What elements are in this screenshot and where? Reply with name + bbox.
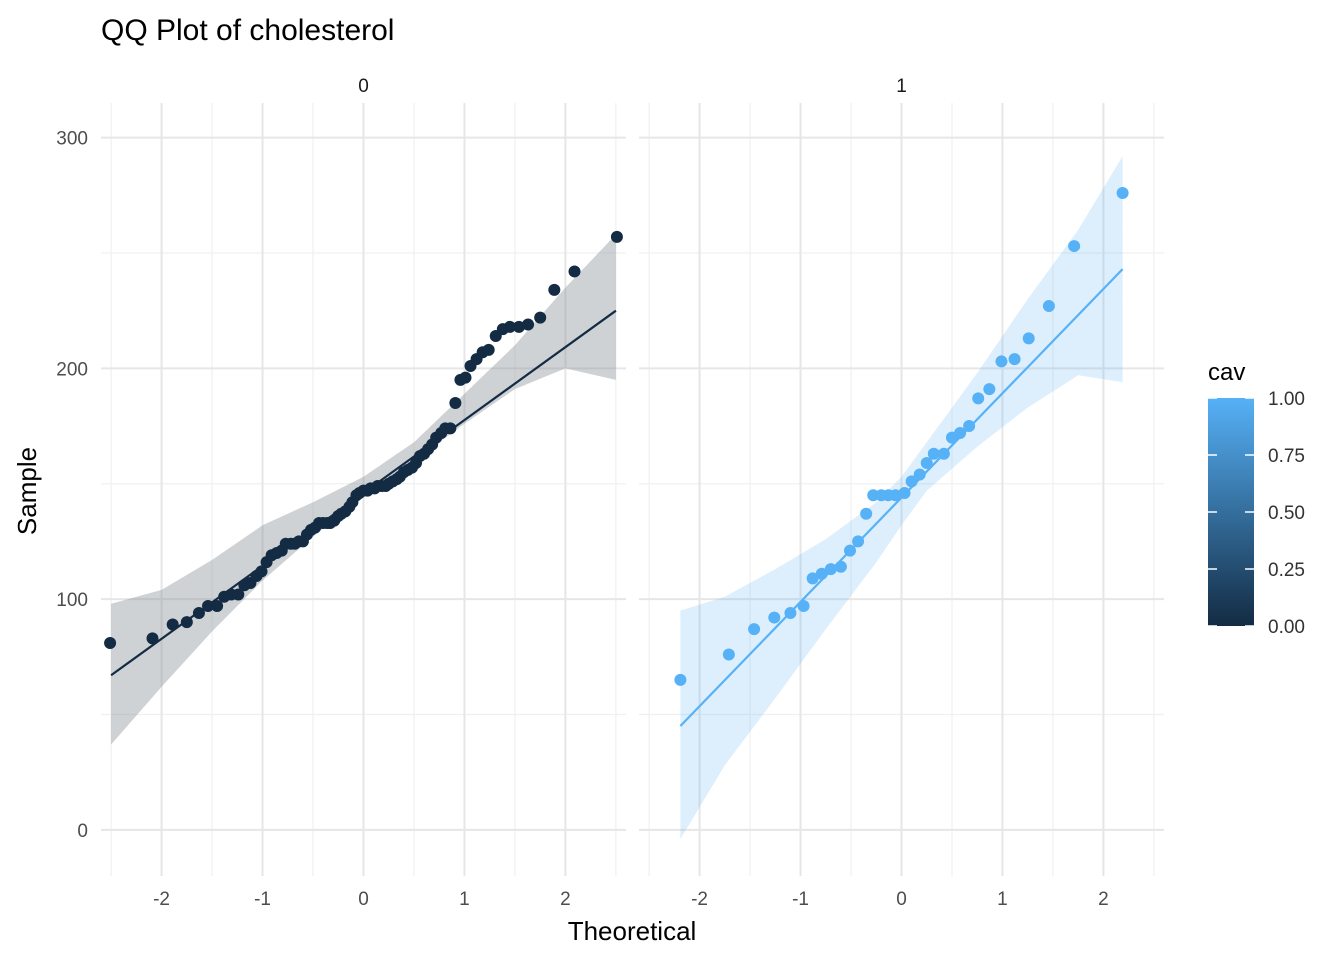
y-tick-label: 100 <box>56 590 88 611</box>
facet-strip-label: 0 <box>358 76 369 97</box>
data-point <box>444 422 457 435</box>
data-point <box>797 600 810 613</box>
data-point <box>534 311 547 324</box>
data-point <box>674 673 687 686</box>
x-tick-label: -2 <box>691 889 708 910</box>
data-point <box>180 616 193 629</box>
y-tick-label: 0 <box>77 821 88 842</box>
data-point <box>963 420 976 433</box>
data-point <box>166 618 179 631</box>
y-tick-label: 200 <box>56 359 88 380</box>
data-point <box>522 318 535 331</box>
data-point <box>913 468 926 481</box>
data-point <box>768 611 781 624</box>
data-point <box>449 396 462 409</box>
legend-tick-label: 0.25 <box>1268 560 1305 581</box>
data-point <box>232 588 245 601</box>
legend-tick-label: 0.50 <box>1268 503 1305 524</box>
data-point <box>972 392 985 405</box>
x-tick-label: 1 <box>459 889 470 910</box>
chart-title: QQ Plot of cholesterol <box>101 14 394 47</box>
data-point <box>255 565 268 578</box>
facet-strip-label: 1 <box>896 76 907 97</box>
x-tick-label: -2 <box>153 889 170 910</box>
legend-title: cav <box>1208 359 1245 386</box>
data-point <box>503 320 516 333</box>
data-point <box>905 475 918 488</box>
data-point <box>1068 240 1081 253</box>
data-point <box>211 600 224 613</box>
data-point <box>202 600 215 613</box>
data-point <box>815 567 828 580</box>
data-point <box>937 447 950 460</box>
data-point <box>852 535 865 548</box>
data-point <box>610 230 623 243</box>
data-point <box>784 606 797 619</box>
data-point <box>192 606 205 619</box>
x-tick-label: 2 <box>1098 889 1109 910</box>
data-point <box>834 560 847 573</box>
colorbar-legend: cav 0.00 0.25 0.50 0.75 1.00 <box>1208 359 1305 638</box>
x-tick-label: 2 <box>560 889 571 910</box>
x-tick-label: -1 <box>254 889 271 910</box>
x-axis-title: Theoretical <box>568 916 697 946</box>
data-point <box>1008 353 1021 366</box>
data-point <box>898 486 911 499</box>
data-point <box>1116 186 1129 199</box>
data-point <box>927 447 940 460</box>
data-point <box>548 283 561 296</box>
data-point <box>722 648 735 661</box>
data-point <box>1042 300 1055 313</box>
data-point <box>568 265 581 278</box>
data-point <box>954 426 967 439</box>
y-tick-label: 300 <box>56 129 88 150</box>
data-point <box>844 544 857 557</box>
x-tick-label: 0 <box>896 889 907 910</box>
data-point <box>806 572 819 585</box>
legend-tick-label: 0.00 <box>1268 617 1305 638</box>
x-tick-label: -1 <box>792 889 809 910</box>
data-point <box>146 632 159 645</box>
data-point <box>459 371 472 384</box>
data-point <box>920 456 933 469</box>
data-point <box>748 623 761 636</box>
data-point <box>983 383 996 396</box>
data-point <box>482 343 495 356</box>
x-tick-label: 1 <box>997 889 1008 910</box>
data-point <box>860 507 873 520</box>
legend-tick-label: 1.00 <box>1268 389 1305 410</box>
data-point <box>512 320 525 333</box>
data-point <box>995 355 1008 368</box>
data-point <box>824 563 837 576</box>
facet-panel-1: 1 -2 -1 0 1 2 <box>639 76 1164 910</box>
data-point <box>889 489 902 502</box>
data-point <box>104 636 117 649</box>
y-axis-title: Sample <box>12 447 42 535</box>
x-tick-label: 0 <box>358 889 369 910</box>
facet-panel-0: 0 -2 -1 0 1 2 <box>101 76 626 910</box>
data-point <box>1022 332 1035 345</box>
legend-tick-label: 0.75 <box>1268 446 1305 467</box>
